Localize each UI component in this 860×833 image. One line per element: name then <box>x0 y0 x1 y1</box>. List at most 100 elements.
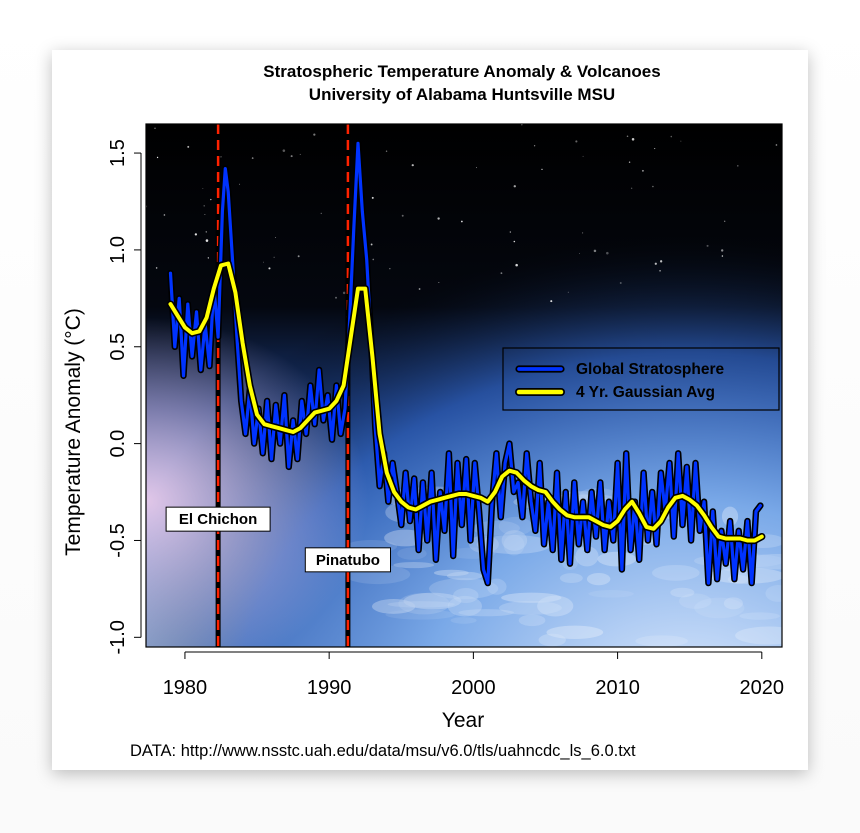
star <box>342 291 346 295</box>
cloud <box>433 569 469 577</box>
y-tick-label: 0.5 <box>107 333 129 361</box>
cloud <box>498 600 562 615</box>
star <box>320 212 322 215</box>
star <box>721 249 724 252</box>
volcano-label-text: El Chichon <box>179 511 257 528</box>
x-tick-label: 2000 <box>451 677 496 699</box>
star <box>401 214 404 217</box>
cloud <box>635 635 688 647</box>
chart-card: Stratospheric Temperature Anomaly & Volc… <box>52 50 808 770</box>
star <box>631 138 635 141</box>
star <box>575 140 578 143</box>
star <box>706 244 709 247</box>
star <box>370 243 373 246</box>
cloud <box>588 590 634 598</box>
chart-subtitle: University of Alabama Huntsville MSU <box>309 85 615 104</box>
star <box>263 261 264 263</box>
legend-label: Global Stratosphere <box>576 361 725 378</box>
star <box>541 168 543 171</box>
star <box>654 148 656 150</box>
star <box>641 169 644 172</box>
star <box>437 217 440 220</box>
star <box>721 255 724 257</box>
star <box>775 144 778 146</box>
x-tick-label: 1980 <box>163 677 208 699</box>
cloud <box>723 597 743 610</box>
star <box>207 257 209 259</box>
volcano-label-box <box>165 506 271 532</box>
cloud <box>385 609 456 620</box>
star <box>210 198 212 201</box>
cloud <box>453 588 479 604</box>
cloud <box>597 551 637 567</box>
star <box>619 282 622 285</box>
cloud <box>670 587 695 598</box>
star <box>724 220 726 222</box>
star <box>513 185 516 188</box>
star <box>205 231 207 233</box>
cloud <box>559 573 583 584</box>
star <box>389 268 391 270</box>
cloud <box>537 595 574 617</box>
star <box>313 133 316 136</box>
cloud <box>518 614 546 627</box>
star <box>579 253 580 254</box>
y-tick-label: -0.5 <box>107 523 129 557</box>
star <box>515 263 518 267</box>
cloud <box>498 516 533 536</box>
cloud <box>450 617 477 624</box>
cloud <box>575 546 599 567</box>
star <box>282 149 286 152</box>
star <box>411 164 414 167</box>
cloud <box>458 609 514 617</box>
cloud <box>709 567 782 584</box>
cloud <box>476 535 552 555</box>
series-gaussian-avg <box>168 261 764 543</box>
star <box>371 196 374 199</box>
star <box>187 145 190 148</box>
cloud <box>486 578 507 595</box>
cloud <box>739 612 781 620</box>
cloud <box>735 626 782 645</box>
star <box>670 135 673 138</box>
star-field <box>144 124 778 303</box>
star <box>476 167 477 169</box>
star <box>372 258 375 261</box>
star <box>513 240 516 243</box>
cloud <box>371 599 416 614</box>
cloud <box>652 564 700 581</box>
star <box>438 281 440 283</box>
volcano-label-1: Pinatubo <box>304 547 392 573</box>
cloud <box>387 601 455 608</box>
star <box>275 237 277 239</box>
x-axis-label: Year <box>442 709 484 732</box>
star <box>630 187 633 189</box>
cloud <box>503 534 525 556</box>
cloud <box>397 547 427 560</box>
star <box>418 288 421 290</box>
star <box>533 145 536 147</box>
y-axis: -1.0 -0.5 0.0 0.5 1.0 1.5 <box>107 139 142 655</box>
star <box>582 232 584 234</box>
star <box>582 155 584 157</box>
star <box>154 127 156 129</box>
star <box>194 233 198 236</box>
star <box>628 161 631 163</box>
star <box>290 155 293 158</box>
star <box>268 267 271 270</box>
cloud <box>398 592 450 615</box>
star <box>163 214 166 216</box>
cloud <box>447 595 483 617</box>
series-layer <box>166 140 766 587</box>
star <box>335 296 337 299</box>
star <box>204 214 206 215</box>
cloud <box>446 571 483 581</box>
star <box>509 231 512 233</box>
legend: Global Stratosphere 4 Yr. Gaussian Avg <box>502 347 780 411</box>
star <box>460 220 463 223</box>
star <box>652 185 654 188</box>
cloud <box>403 592 462 610</box>
cloud <box>393 562 435 569</box>
star <box>654 262 657 265</box>
